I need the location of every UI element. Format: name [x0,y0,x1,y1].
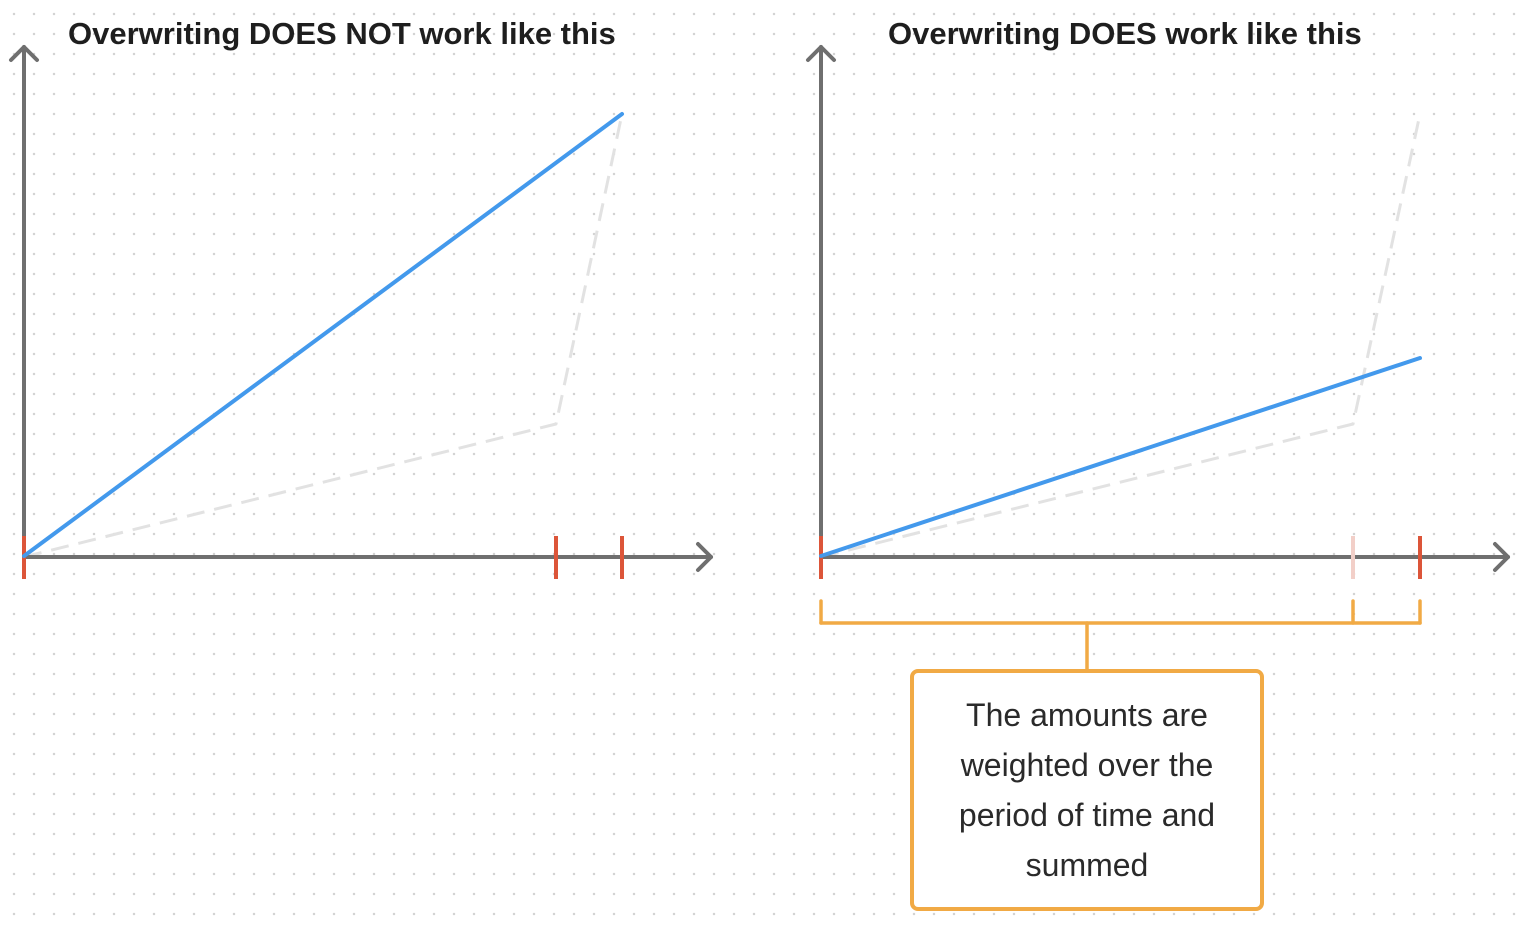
note-text: The amounts are weighted over the period… [958,697,1216,883]
right-panel-title: Overwriting DOES work like this [888,16,1362,51]
left-panel-title: Overwriting DOES NOT work like this [68,16,616,51]
left-panel [9,45,713,579]
note-box: The amounts are weighted over the period… [910,669,1264,911]
right-panel [806,45,1510,671]
right-x-axis-arrowhead [1493,542,1510,572]
right-result-line [819,356,1422,558]
left-result-line [22,112,624,558]
right-reference-dashed-line [820,113,1422,559]
left-y-axis-arrowhead [9,45,39,62]
period-bracket [819,599,1422,671]
right-y-axis-arrowhead [806,45,836,62]
left-x-axis-arrowhead [696,542,713,572]
left-reference-dashed-line [23,113,624,559]
